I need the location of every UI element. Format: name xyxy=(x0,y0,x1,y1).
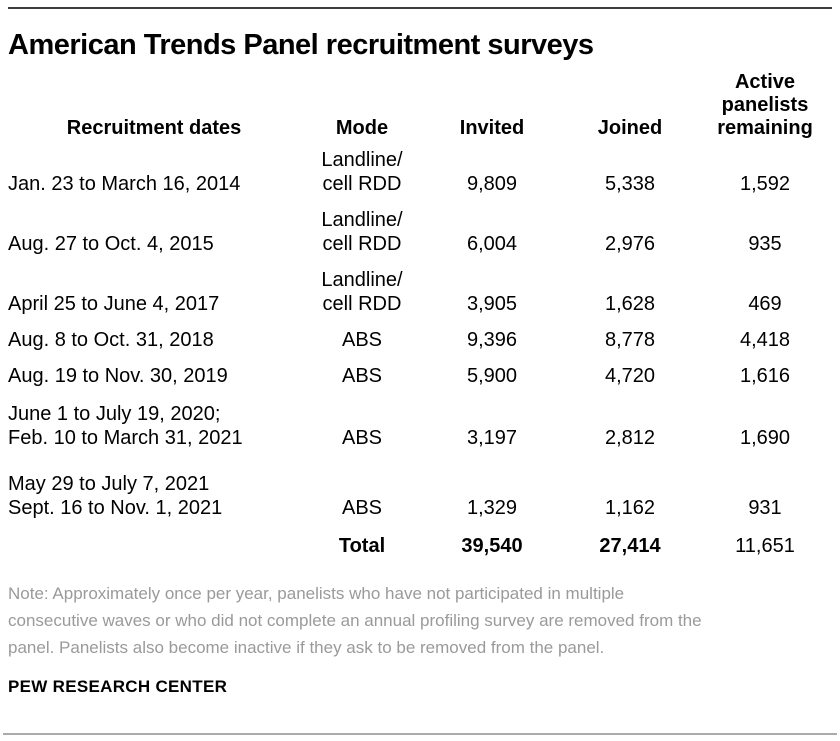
table-row: Aug. 19 to Nov. 30, 2019 ABS 5,900 4,720… xyxy=(8,352,832,388)
cell-dates: Aug. 8 to Oct. 31, 2018 xyxy=(8,329,214,351)
figure-note: Note: Approximately once per year, panel… xyxy=(8,584,702,657)
cell-joined: 1,162 xyxy=(604,497,656,519)
total-joined: 27,414 xyxy=(599,535,661,557)
total-active: 11,651 xyxy=(735,535,795,557)
cell-dates: May 29 to July 7, 2021 Sept. 16 to Nov. … xyxy=(8,473,223,519)
table-row: April 25 to June 4, 2017 Landline/ cell … xyxy=(8,256,832,316)
table-row: Aug. 8 to Oct. 31, 2018 ABS 9,396 8,778 … xyxy=(8,316,832,352)
table-total-row: Total 39,540 27,414 11,651 xyxy=(8,520,832,558)
total-label: Total xyxy=(338,535,386,557)
atp-recruitment-figure: American Trends Panel recruitment survey… xyxy=(8,7,832,697)
cell-invited: 3,905 xyxy=(466,293,518,315)
cell-joined: 5,338 xyxy=(604,173,656,195)
cell-joined: 2,812 xyxy=(604,427,656,449)
cell-mode: ABS xyxy=(341,497,383,519)
cell-mode: Landline/ cell RDD xyxy=(321,269,403,315)
cell-dates: Aug. 19 to Nov. 30, 2019 xyxy=(8,365,228,387)
cell-dates: Aug. 27 to Oct. 4, 2015 xyxy=(8,233,214,255)
cell-mode: ABS xyxy=(341,365,383,387)
cell-active: 1,690 xyxy=(739,427,791,449)
table-row: June 1 to July 19, 2020; Feb. 10 to Marc… xyxy=(8,388,832,450)
cell-mode: Landline/ cell RDD xyxy=(321,209,403,255)
cell-invited: 3,197 xyxy=(466,427,518,449)
top-divider xyxy=(8,7,832,9)
column-header-mode: Mode xyxy=(335,117,389,139)
table-row: Jan. 23 to March 16, 2014 Landline/ cell… xyxy=(8,140,832,196)
table-header-row: Recruitment dates Mode Invited Joined Ac… xyxy=(8,71,832,140)
total-invited: 39,540 xyxy=(461,535,523,557)
cell-invited: 1,329 xyxy=(466,497,518,519)
cell-active: 931 xyxy=(748,497,782,519)
cell-joined: 2,976 xyxy=(604,233,656,255)
cell-active: 1,616 xyxy=(739,365,791,387)
column-header-recruitment-dates: Recruitment dates xyxy=(66,117,242,139)
cell-dates: Jan. 23 to March 16, 2014 xyxy=(8,173,241,195)
cell-active: 469 xyxy=(748,293,782,315)
cell-invited: 5,900 xyxy=(466,365,518,387)
cell-invited: 6,004 xyxy=(466,233,518,255)
column-header-invited: Invited xyxy=(459,117,525,139)
table-row: Aug. 27 to Oct. 4, 2015 Landline/ cell R… xyxy=(8,196,832,256)
cell-dates: June 1 to July 19, 2020; Feb. 10 to Marc… xyxy=(8,403,243,449)
cell-mode: ABS xyxy=(341,427,383,449)
cell-active: 1,592 xyxy=(739,173,791,195)
column-header-active-panelists-remaining: Active panelists remaining xyxy=(717,71,813,139)
table-row: May 29 to July 7, 2021 Sept. 16 to Nov. … xyxy=(8,450,832,520)
column-header-joined: Joined xyxy=(597,117,663,139)
cell-joined: 4,720 xyxy=(604,365,656,387)
cell-invited: 9,809 xyxy=(466,173,518,195)
cell-joined: 1,628 xyxy=(604,293,656,315)
cell-invited: 9,396 xyxy=(466,329,518,351)
figure-title: American Trends Panel recruitment survey… xyxy=(8,29,594,61)
bottom-divider xyxy=(3,733,837,735)
pew-research-center-label: PEW RESEARCH CENTER xyxy=(8,677,228,696)
cell-mode: Landline/ cell RDD xyxy=(321,149,403,195)
cell-mode: ABS xyxy=(341,329,383,351)
cell-active: 935 xyxy=(748,233,782,255)
cell-active: 4,418 xyxy=(739,329,791,351)
cell-joined: 8,778 xyxy=(604,329,656,351)
cell-dates: April 25 to June 4, 2017 xyxy=(8,293,220,315)
